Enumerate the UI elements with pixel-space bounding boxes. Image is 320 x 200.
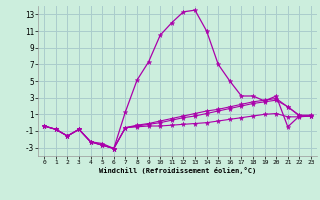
X-axis label: Windchill (Refroidissement éolien,°C): Windchill (Refroidissement éolien,°C)	[99, 167, 256, 174]
